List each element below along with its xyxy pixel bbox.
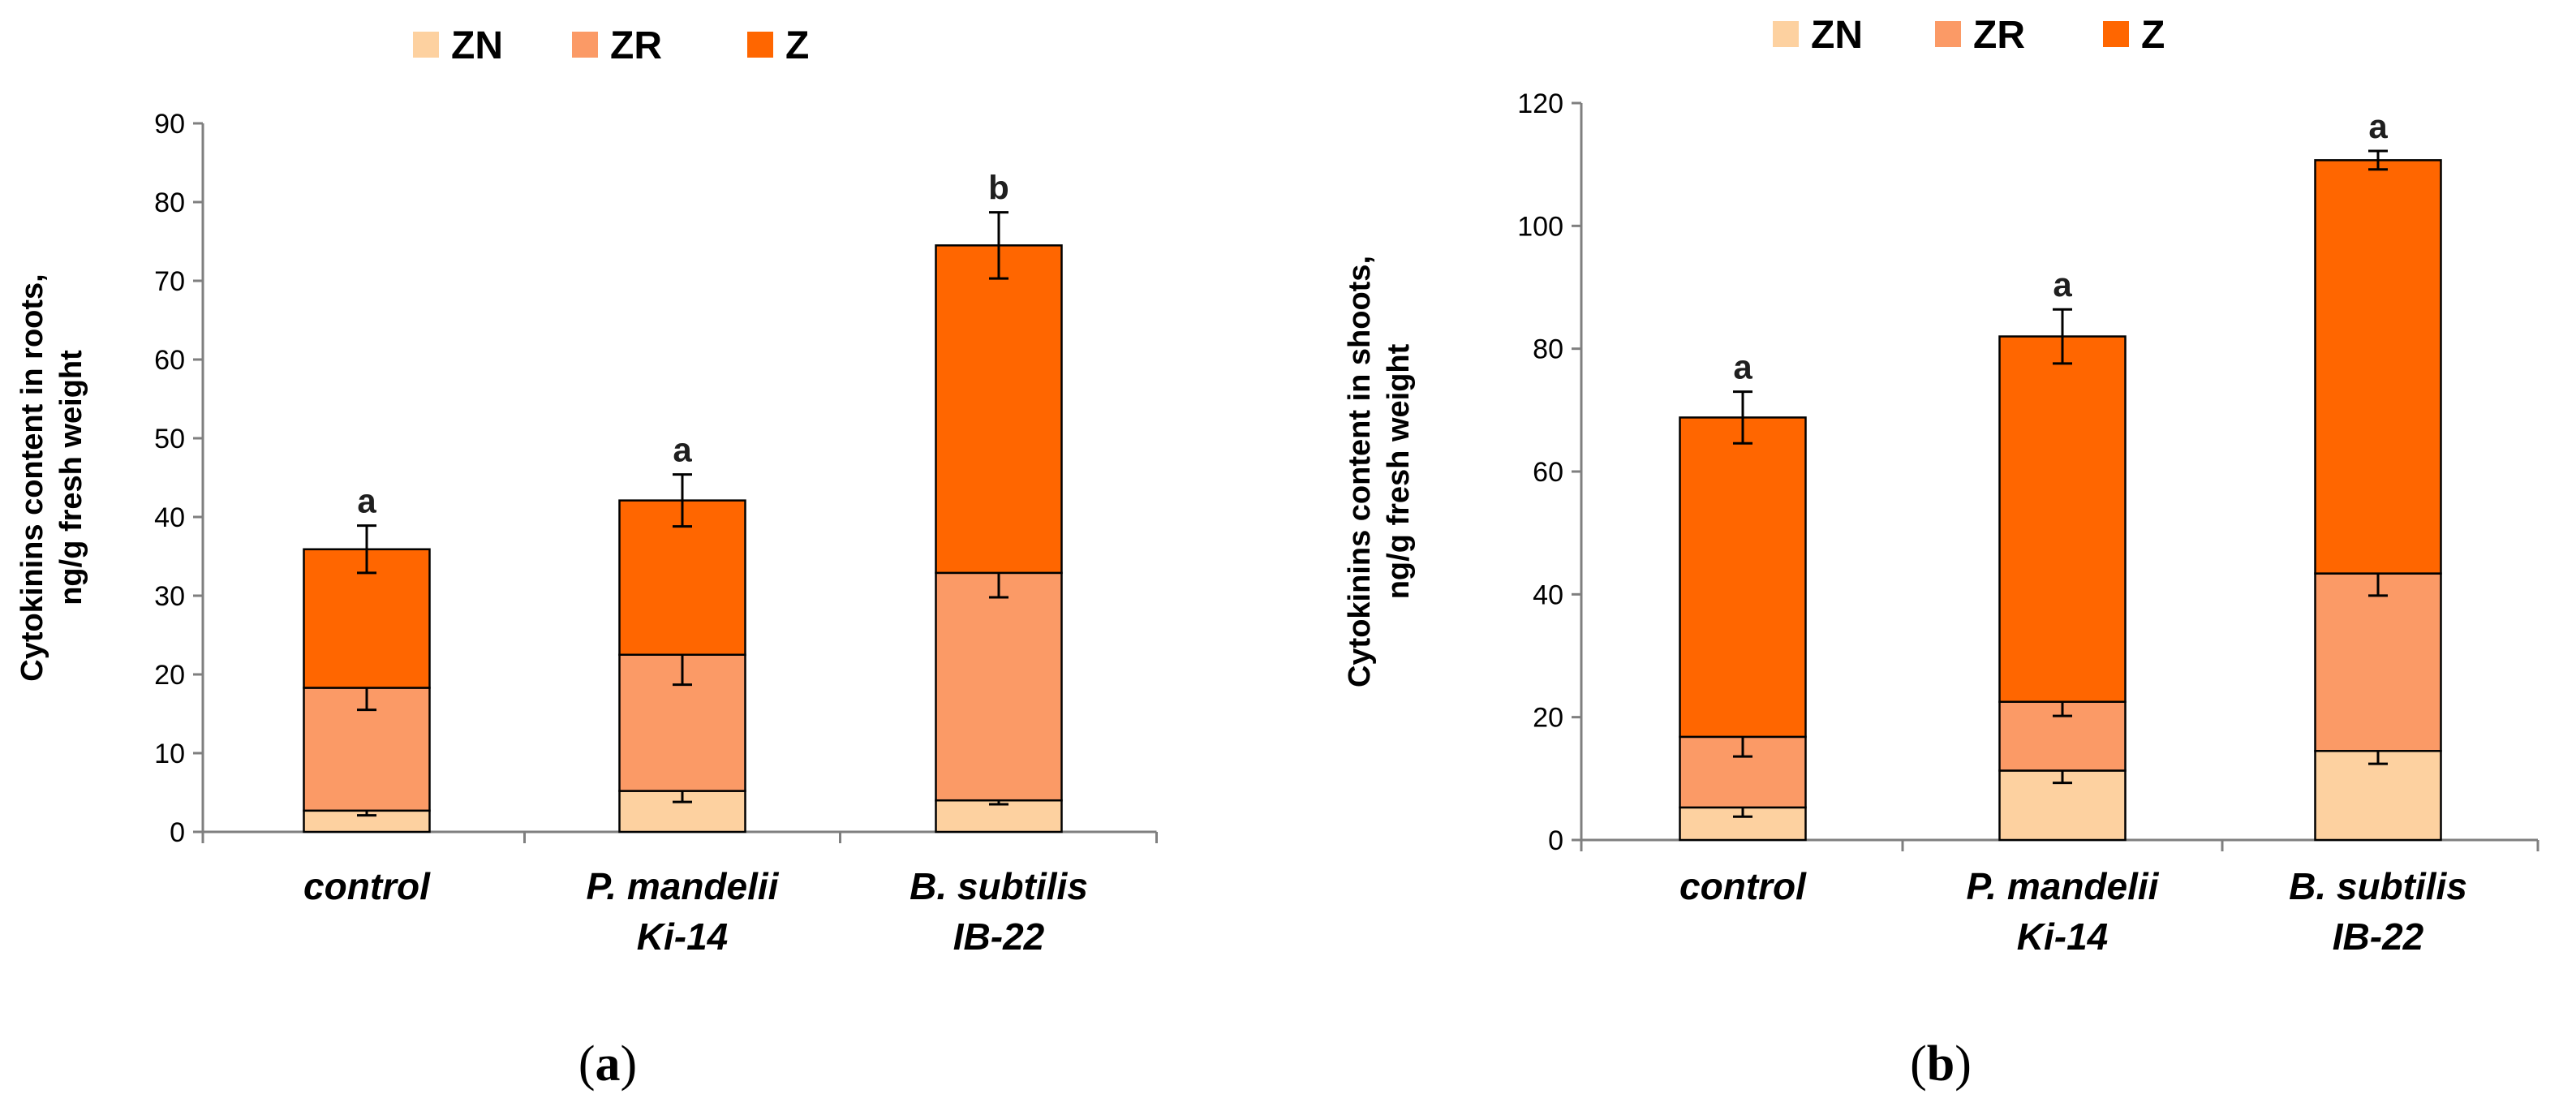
bar-b-Z-1 (1998, 335, 2127, 703)
significance-label-a-Z-1: a (673, 431, 692, 469)
significance-label-b-Z-0: a (1733, 348, 1752, 386)
legend-swatch-a-Z (746, 30, 775, 59)
bar-b-Z-2 (2314, 159, 2442, 575)
panel-caption-a: (a) (578, 1036, 638, 1092)
category-label-b-1-0: P. mandelii (1967, 865, 2160, 907)
y-tick-label-a-7: 70 (154, 266, 185, 297)
y-axis-label-a-0: Cytokinins content in roots, (15, 274, 49, 681)
significance-label-a-Z-2: b (988, 169, 1009, 207)
y-tick-label-a-2: 20 (154, 660, 185, 691)
y-tick-label-a-0: 0 (170, 817, 185, 848)
y-axis-label-b-0: Cytokinins content in shoots, (1343, 256, 1377, 687)
legend-label-a-ZN: ZN (451, 24, 503, 67)
y-axis-label-b-1: ng/g fresh weight (1382, 343, 1416, 599)
bar-b-Z-0 (1679, 416, 1807, 739)
significance-label-a-Z-0: a (357, 482, 376, 520)
y-axis-label-a-1: ng/g fresh weight (54, 350, 88, 605)
bar-a-ZN-2 (935, 799, 1063, 833)
panel-caption-b: (b) (1910, 1036, 1972, 1092)
bar-a-Z-2 (935, 244, 1063, 575)
y-tick-label-a-3: 30 (154, 581, 185, 612)
category-label-b-2-1: IB-22 (2333, 915, 2424, 958)
y-tick-label-a-5: 50 (154, 424, 185, 454)
category-label-b-1-1: Ki-14 (2017, 915, 2108, 958)
bar-b-ZR-2 (2314, 572, 2442, 752)
y-tick-label-b-2: 40 (1533, 579, 1563, 610)
legend-label-a-Z: Z (785, 24, 809, 67)
y-tick-label-a-9: 90 (154, 109, 185, 140)
y-tick-label-b-1: 20 (1533, 703, 1563, 734)
legend-label-b-ZN: ZN (1811, 14, 1863, 57)
legend-swatch-a-ZN (411, 30, 441, 59)
bar-a-ZR-2 (935, 571, 1063, 802)
category-label-b-2-0: B. subtilis (2289, 865, 2467, 907)
bar-a-ZN-0 (303, 809, 431, 833)
legend-swatch-a-ZR (570, 30, 600, 59)
y-tick-label-b-0: 0 (1548, 825, 1563, 856)
y-tick-label-a-6: 60 (154, 345, 185, 376)
y-tick-label-b-3: 60 (1533, 457, 1563, 488)
y-tick-label-b-4: 80 (1533, 334, 1563, 365)
category-label-a-0-0: control (303, 865, 431, 907)
y-tick-label-a-1: 10 (154, 739, 185, 769)
significance-label-b-Z-1: a (2053, 265, 2072, 304)
y-tick-label-a-4: 40 (154, 502, 185, 533)
significance-label-b-Z-2: a (2368, 107, 2388, 145)
legend-swatch-b-ZN (1771, 19, 1800, 49)
category-label-a-1-1: Ki-14 (637, 915, 728, 958)
legend-swatch-b-Z (2101, 19, 2131, 49)
legend-swatch-b-ZR (1933, 19, 1963, 49)
y-tick-label-b-5: 100 (1517, 211, 1563, 242)
y-tick-label-b-6: 120 (1517, 88, 1563, 119)
legend-label-b-ZR: ZR (1973, 14, 2025, 57)
category-label-a-2-0: B. subtilis (910, 865, 1088, 907)
bar-b-ZN-2 (2314, 750, 2442, 842)
y-tick-label-a-8: 80 (154, 187, 185, 218)
category-label-a-1-0: P. mandelii (587, 865, 780, 907)
category-label-a-2-1: IB-22 (953, 915, 1045, 958)
legend-label-a-ZR: ZR (610, 24, 662, 67)
category-label-b-0-0: control (1679, 865, 1807, 907)
legend-label-b-Z: Z (2141, 14, 2165, 57)
